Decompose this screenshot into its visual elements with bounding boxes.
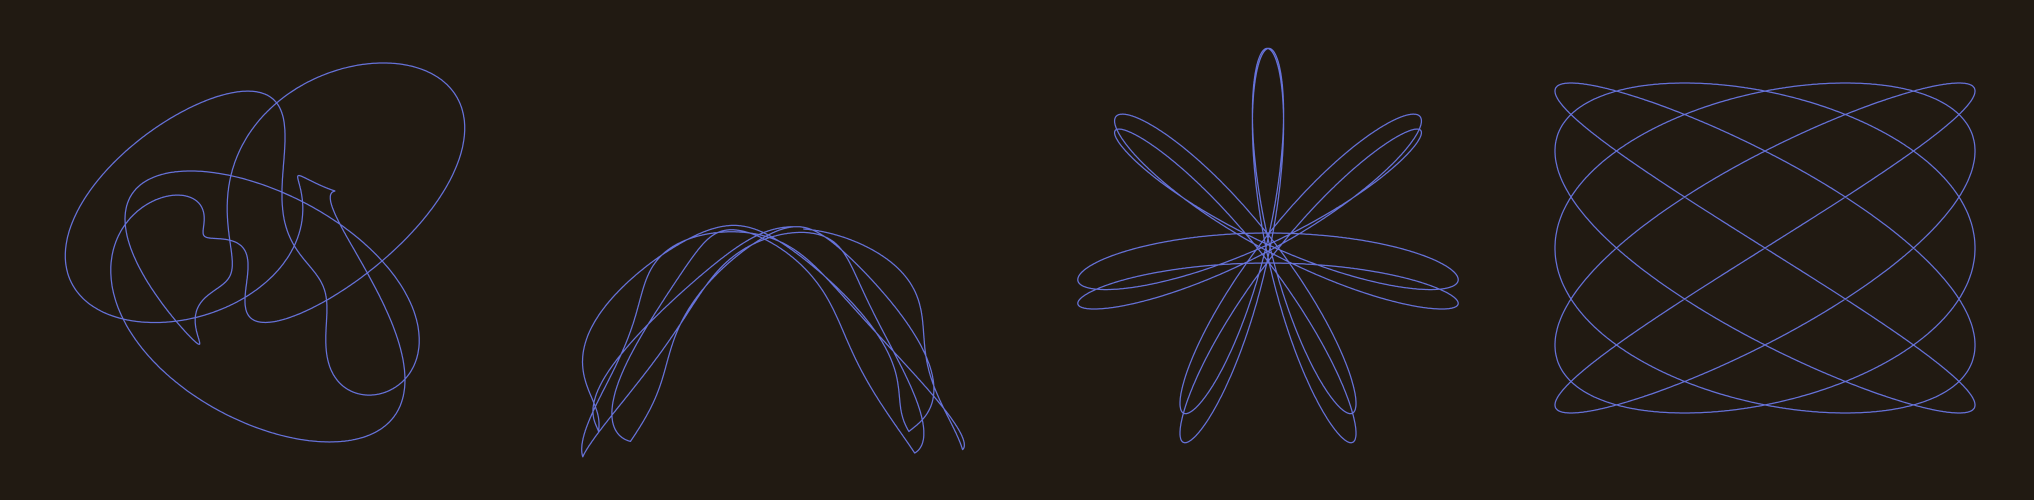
lissajous-curve: [1554, 82, 1976, 414]
starburst-curve: [1077, 47, 1459, 444]
figure-group: [64, 47, 1976, 458]
tangled-curve: [64, 62, 466, 443]
u-shaped-curve: [581, 224, 966, 458]
